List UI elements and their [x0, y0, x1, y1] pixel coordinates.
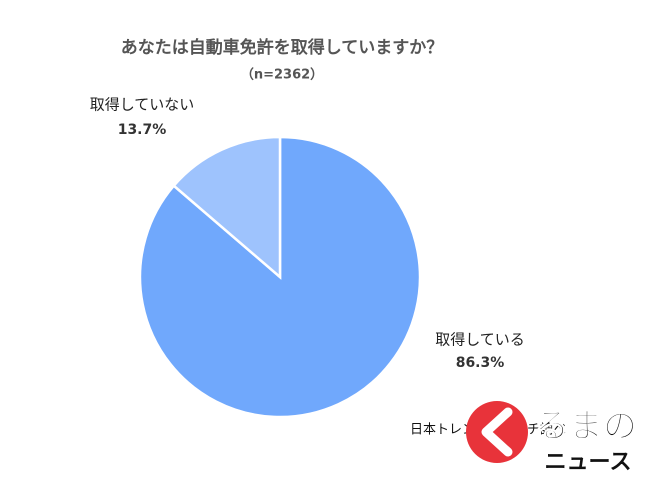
- pie-slice: [172, 135, 282, 280]
- logo-chevron: [481, 407, 513, 457]
- slice-label: 取得している: [435, 331, 525, 349]
- logo-text: るまの: [535, 407, 637, 447]
- value-label: 13.7%: [118, 122, 167, 138]
- chart-title: あなたは自動車免許を取得していますか？: [121, 37, 444, 58]
- slice-label: 取得していない: [90, 96, 195, 114]
- chart-subtitle: （n=2362）: [241, 67, 323, 83]
- logo-text: ニュース: [545, 450, 632, 475]
- value-label: 86.3%: [456, 355, 505, 371]
- pie-slice: [138, 135, 422, 419]
- logo: るまの ニュース: [466, 401, 638, 475]
- logo-circle: [466, 401, 528, 463]
